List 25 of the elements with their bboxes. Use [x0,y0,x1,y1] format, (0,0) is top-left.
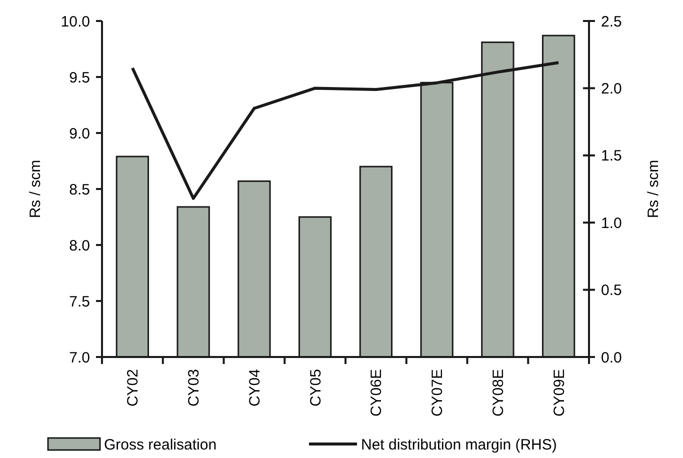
legend-label: Net distribution margin (RHS) [361,436,557,454]
x-tick-label: CY04 [246,369,264,407]
x-tick-label: CY05 [307,369,324,407]
x-tick-label: CY03 [186,369,203,407]
y2-axis-title: Rs / scm [645,160,662,218]
y2-tick-label: 1.0 [601,214,622,232]
y2-tick-label: 1.5 [601,148,622,165]
y-tick-label: 7.0 [69,349,90,366]
y2-tick-label: 2.5 [601,13,622,30]
x-tick-label: CY09E [550,369,568,417]
legend-label: Gross realisation [104,436,217,454]
y2-tick-label: 2.0 [601,80,622,98]
x-tick-label: CY02 [124,369,142,407]
y-axis-title: Rs / scm [27,160,44,218]
x-tick-label: CY06E [368,369,386,417]
y-tick-label: 8.0 [69,237,90,254]
y-tick-label: 10.0 [60,13,90,30]
y2-tick-label: 0.5 [601,282,622,300]
y-tick-label: 7.5 [69,293,90,310]
x-tick-label: CY08E [490,369,507,417]
y-tick-label: 9.5 [69,69,90,86]
x-tick-label: CY07E [429,369,446,417]
y-tick-label: 9.0 [69,125,90,142]
y2-tick-label: 0.0 [601,349,622,366]
y-tick-label: 8.5 [69,181,90,198]
